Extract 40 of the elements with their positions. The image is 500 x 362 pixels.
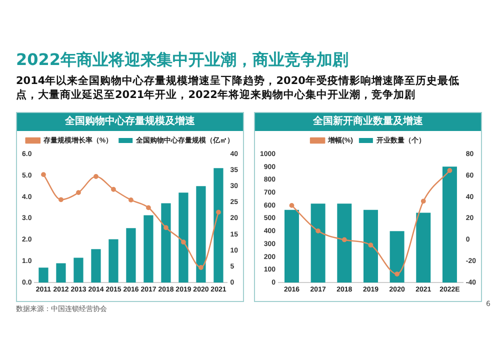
point [111,186,116,192]
point [420,198,426,204]
chart-title: 全国购物中心存量规模及增速 [17,113,243,131]
bar [161,203,171,283]
bar [74,258,84,283]
point [58,197,64,202]
point [181,240,186,245]
bar [178,192,188,283]
point [198,265,204,270]
bar [442,166,457,283]
chart-title: 全国新开商业数量及增速 [255,113,481,131]
bar [310,204,326,283]
bar [196,186,206,283]
bar [144,215,154,283]
bar [91,249,101,283]
bar [38,268,48,283]
bar [363,210,378,283]
text: 2022年商业将迎来集中开业潮，商业竞争加剧 [16,50,350,70]
bar [390,231,404,283]
point [394,272,400,276]
point [316,228,321,234]
bar [126,228,136,283]
point [41,172,46,178]
point [289,202,294,208]
point [447,168,452,173]
point [368,242,374,248]
point [76,190,81,196]
text: 2014年以来全国购物中心存量规模增速呈下降趋势，2020年受疫情影响增速降至历史最低点，大量商业延迟至2021年开业，2022年将迎来购物中心集中开业潮，竞争加剧 [16,74,460,102]
point [128,198,134,202]
point [164,225,168,230]
point [216,210,221,215]
bar [56,263,66,283]
point [342,237,347,242]
point [146,205,151,210]
bar [284,210,299,283]
bar [108,239,118,283]
point [94,174,98,179]
bar [337,204,352,283]
bar [214,168,224,283]
bar [416,212,431,283]
